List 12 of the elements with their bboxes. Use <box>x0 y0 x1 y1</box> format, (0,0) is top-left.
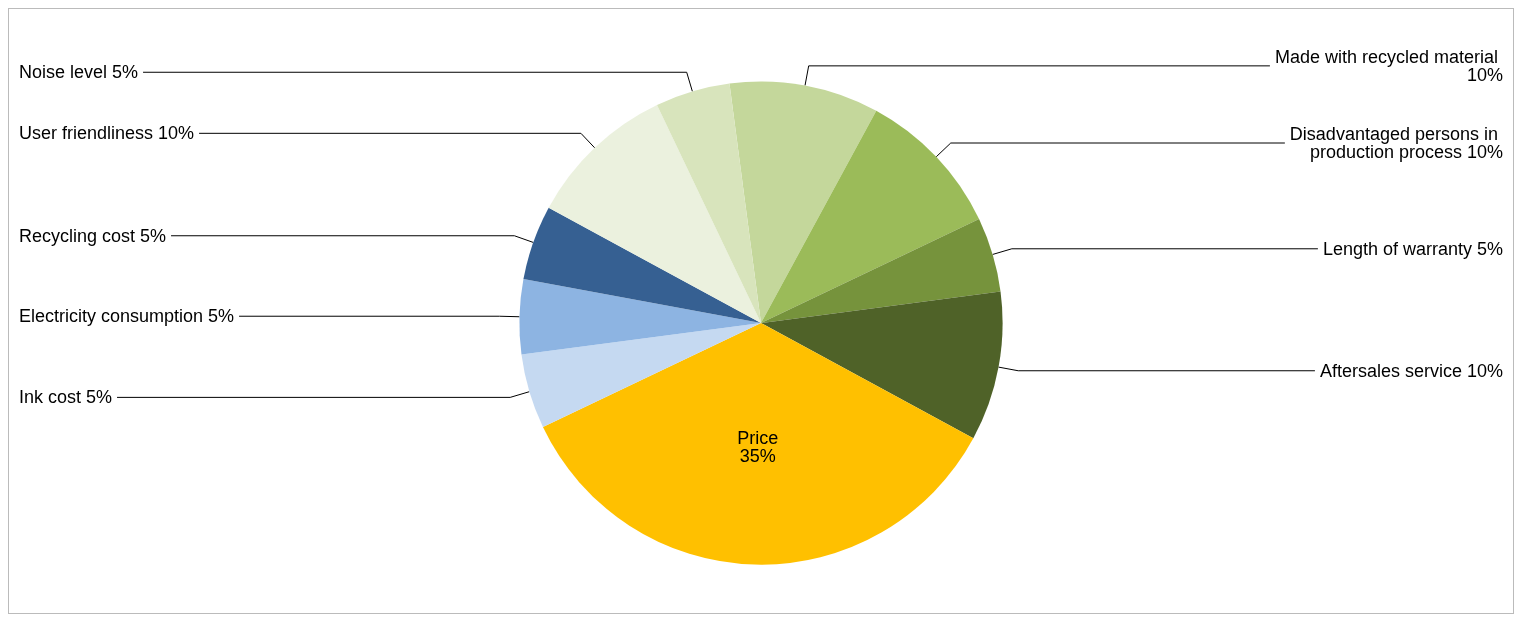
slice-label: Noise level 5% <box>19 62 139 83</box>
slice-label: Aftersales service 10% <box>1319 360 1503 381</box>
slice-label: Disadvantaged persons in production process 10% <box>1289 124 1503 163</box>
slice-label: Made with recycled material <box>1274 46 1503 67</box>
data-label: 10% <box>1466 64 1503 85</box>
slice-label: Ink cost 5% <box>19 387 113 408</box>
slice-label: Length of warranty 5% <box>1322 238 1503 259</box>
data-label: 35% <box>739 445 776 466</box>
slice-label: Recycling cost 5% <box>19 225 167 246</box>
slice-label: User friendliness 10% <box>19 123 195 144</box>
slice-label: Electricity consumption 5% <box>19 306 235 327</box>
slice-label: Price <box>737 427 779 448</box>
